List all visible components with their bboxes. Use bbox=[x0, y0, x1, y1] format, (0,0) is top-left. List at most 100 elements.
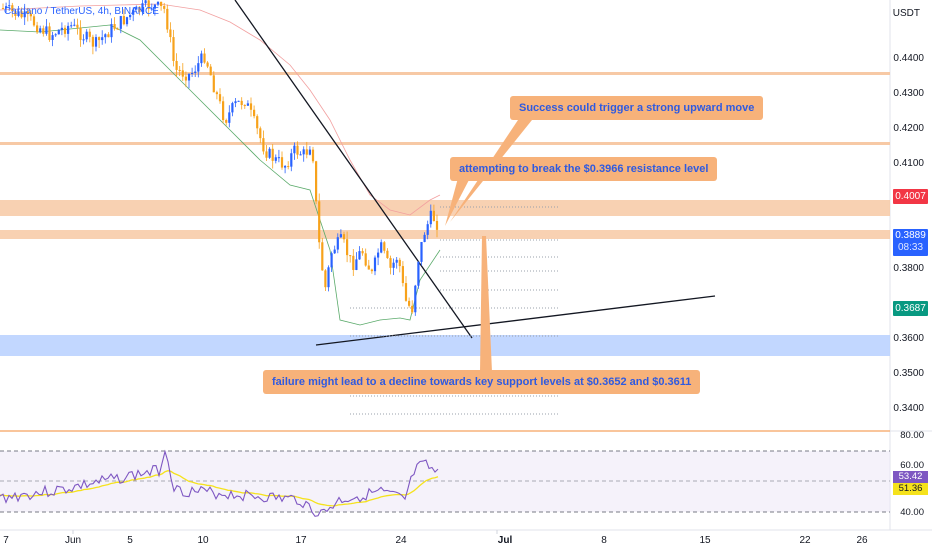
candle-body[interactable] bbox=[88, 31, 91, 37]
candle-body[interactable] bbox=[178, 69, 181, 71]
candle-body[interactable] bbox=[181, 70, 184, 77]
candle-body[interactable] bbox=[172, 37, 175, 61]
resistance-zone-0.3889[interactable] bbox=[0, 230, 890, 239]
candle-body[interactable] bbox=[57, 29, 60, 35]
candle-body[interactable] bbox=[222, 101, 225, 121]
candle-body[interactable] bbox=[417, 261, 420, 286]
candle-body[interactable] bbox=[330, 253, 333, 268]
rsi-line[interactable] bbox=[0, 449, 439, 517]
candle-body[interactable] bbox=[370, 269, 373, 272]
candle-body[interactable] bbox=[70, 25, 73, 27]
candle-body[interactable] bbox=[51, 35, 54, 41]
candle-body[interactable] bbox=[333, 249, 336, 254]
candle-body[interactable] bbox=[404, 283, 408, 301]
candle-body[interactable] bbox=[389, 258, 392, 268]
candle-body[interactable] bbox=[212, 75, 215, 93]
candle-body[interactable] bbox=[293, 145, 296, 154]
candle-body[interactable] bbox=[355, 259, 358, 270]
candle-body[interactable] bbox=[296, 145, 299, 155]
candle-body[interactable] bbox=[287, 166, 290, 168]
candle-body[interactable] bbox=[336, 237, 339, 250]
candle-body[interactable] bbox=[197, 63, 200, 72]
candle-body[interactable] bbox=[156, 1, 160, 5]
candle-body[interactable] bbox=[243, 105, 246, 107]
resistance-line-0.4360[interactable] bbox=[0, 72, 890, 75]
candle-body[interactable] bbox=[373, 257, 377, 272]
candle-body[interactable] bbox=[265, 151, 268, 158]
candle-body[interactable] bbox=[324, 270, 327, 288]
candle-body[interactable] bbox=[36, 25, 39, 33]
candle-body[interactable] bbox=[144, 0, 147, 4]
candle-body[interactable] bbox=[67, 25, 70, 34]
candle-body[interactable] bbox=[141, 3, 144, 13]
candle-body[interactable] bbox=[42, 28, 45, 34]
candle-body[interactable] bbox=[256, 116, 259, 129]
candle-body[interactable] bbox=[274, 157, 277, 161]
candle-body[interactable] bbox=[401, 266, 404, 284]
candle-body[interactable] bbox=[82, 39, 85, 41]
candle-body[interactable] bbox=[26, 11, 29, 14]
candle-body[interactable] bbox=[39, 28, 42, 33]
candle-body[interactable] bbox=[104, 34, 107, 38]
candle-body[interactable] bbox=[17, 11, 20, 16]
candle-body[interactable] bbox=[280, 157, 284, 168]
ascending-trendline[interactable] bbox=[315, 295, 716, 346]
candle-body[interactable] bbox=[48, 26, 51, 41]
candle-body[interactable] bbox=[32, 16, 36, 26]
candle-body[interactable] bbox=[166, 8, 169, 30]
candle-body[interactable] bbox=[364, 253, 367, 266]
candle-body[interactable] bbox=[383, 242, 386, 251]
candle-body[interactable] bbox=[122, 16, 125, 25]
candle-body[interactable] bbox=[228, 112, 231, 123]
candle-body[interactable] bbox=[11, 5, 14, 12]
support-zone-0.3600[interactable] bbox=[0, 335, 890, 356]
candle-body[interactable] bbox=[23, 11, 26, 18]
candle-body[interactable] bbox=[79, 27, 82, 40]
candle-body[interactable] bbox=[420, 241, 423, 262]
candle-body[interactable] bbox=[160, 1, 163, 6]
candle-body[interactable] bbox=[299, 154, 302, 156]
candle-body[interactable] bbox=[318, 201, 321, 243]
candle-body[interactable] bbox=[135, 6, 138, 10]
candle-body[interactable] bbox=[358, 251, 361, 260]
candle-body[interactable] bbox=[153, 4, 156, 9]
candle-body[interactable] bbox=[284, 166, 287, 168]
candle-body[interactable] bbox=[367, 265, 370, 270]
candle-body[interactable] bbox=[14, 11, 17, 16]
candle-body[interactable] bbox=[346, 239, 349, 256]
candle-body[interactable] bbox=[411, 305, 414, 313]
candle-body[interactable] bbox=[147, 0, 150, 9]
candle-body[interactable] bbox=[392, 262, 395, 268]
candle-body[interactable] bbox=[315, 161, 318, 202]
candle-body[interactable] bbox=[163, 5, 166, 9]
candle-body[interactable] bbox=[119, 16, 122, 29]
candle-body[interactable] bbox=[277, 157, 280, 159]
candle-body[interactable] bbox=[194, 71, 197, 73]
candle-body[interactable] bbox=[246, 103, 249, 106]
candle-body[interactable] bbox=[73, 24, 76, 26]
candle-body[interactable] bbox=[85, 31, 88, 40]
candle-body[interactable] bbox=[423, 234, 426, 242]
candle-body[interactable] bbox=[113, 24, 116, 29]
success-callout[interactable]: Success could trigger a strong upward mo… bbox=[510, 96, 764, 120]
candle-body[interactable] bbox=[20, 11, 23, 18]
candle-body[interactable] bbox=[408, 300, 411, 306]
candle-body[interactable] bbox=[237, 100, 240, 102]
candle-body[interactable] bbox=[138, 6, 141, 13]
candle-body[interactable] bbox=[29, 13, 32, 17]
candle-body[interactable] bbox=[76, 24, 79, 28]
candle-body[interactable] bbox=[377, 252, 380, 258]
breakout-callout[interactable]: attempting to break the $0.3966 resistan… bbox=[450, 157, 718, 181]
candle-body[interactable] bbox=[249, 103, 253, 110]
candle-body[interactable] bbox=[426, 224, 429, 235]
candle-body[interactable] bbox=[308, 149, 311, 155]
candle-body[interactable] bbox=[240, 100, 243, 106]
candle-body[interactable] bbox=[339, 234, 342, 238]
candle-body[interactable] bbox=[101, 37, 104, 41]
candle-body[interactable] bbox=[349, 255, 352, 257]
candle-body[interactable] bbox=[253, 109, 256, 117]
resistance-line-0.4160[interactable] bbox=[0, 142, 890, 145]
candle-body[interactable] bbox=[200, 53, 203, 64]
